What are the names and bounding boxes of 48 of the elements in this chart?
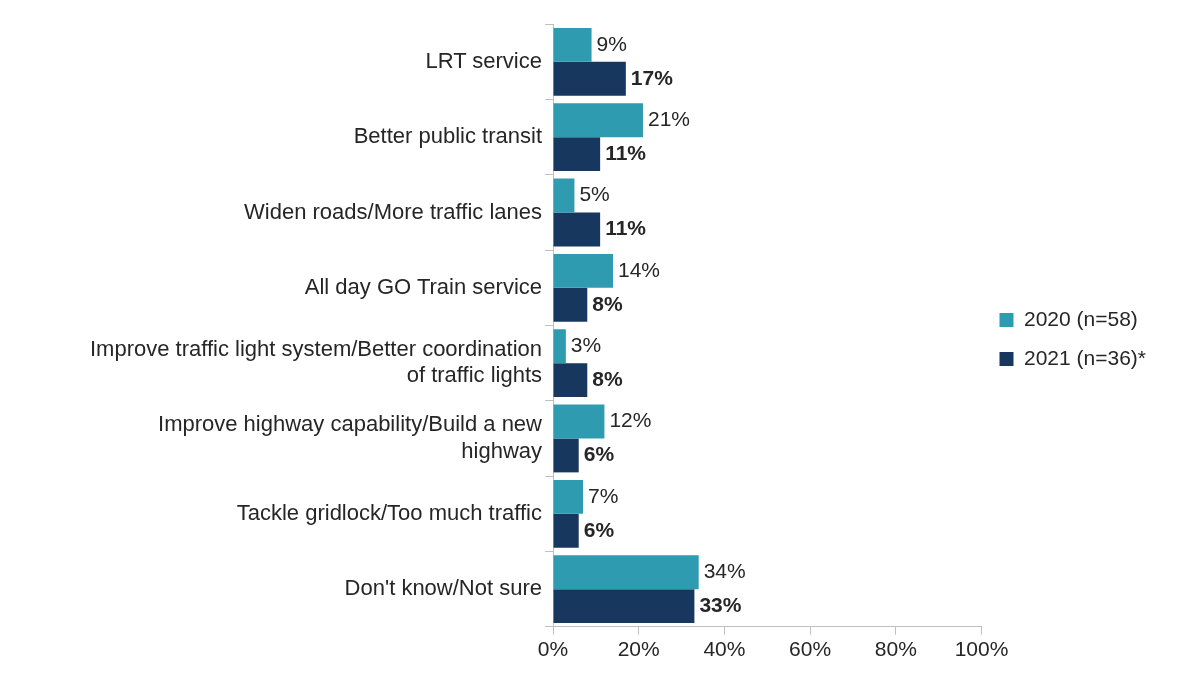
bar bbox=[553, 363, 588, 398]
data-label: 34% bbox=[703, 558, 746, 582]
bar bbox=[553, 212, 601, 247]
bar bbox=[553, 103, 643, 138]
data-label: 6% bbox=[583, 442, 615, 466]
bar bbox=[553, 589, 695, 624]
bar bbox=[553, 287, 588, 322]
bar bbox=[553, 555, 699, 590]
legend-label: 2020 (n=58) bbox=[1023, 306, 1138, 330]
x-tick-label: 60% bbox=[789, 637, 832, 661]
bar bbox=[553, 404, 605, 439]
data-label: 12% bbox=[609, 408, 652, 432]
bar bbox=[553, 27, 592, 62]
y-tick-label: All day GO Train service bbox=[304, 273, 542, 299]
y-tick-label: Better public transit bbox=[353, 123, 542, 149]
legend-label: 2021 (n=36)* bbox=[1023, 345, 1146, 369]
bar bbox=[553, 253, 613, 288]
x-tick-label: 0% bbox=[537, 637, 569, 661]
y-tick-label: Don't know/Not sure bbox=[344, 575, 542, 601]
y-tick-label: Improve traffic light system/Better coordination of traffic lights bbox=[89, 336, 542, 388]
data-label: 5% bbox=[579, 182, 610, 206]
data-label: 6% bbox=[583, 517, 615, 541]
data-label: 11% bbox=[605, 216, 647, 240]
x-tick-label: 40% bbox=[703, 637, 746, 661]
bar bbox=[553, 61, 626, 96]
bar bbox=[553, 137, 601, 172]
y-tick-label: Tackle gridlock/Too much traffic bbox=[236, 499, 542, 525]
x-tick-label: 80% bbox=[874, 637, 917, 661]
data-label: 7% bbox=[587, 483, 619, 507]
data-label: 17% bbox=[630, 65, 674, 89]
bar bbox=[553, 178, 575, 213]
y-tick-label: Improve highway capability/Build a new highway bbox=[158, 411, 543, 463]
bar bbox=[553, 513, 579, 548]
x-tick-label: 20% bbox=[617, 637, 660, 661]
data-label: 8% bbox=[592, 291, 623, 315]
data-label: 8% bbox=[592, 366, 623, 390]
y-tick-label: Widen roads/More traffic lanes bbox=[244, 198, 542, 224]
bar bbox=[553, 329, 566, 364]
y-tick-label: LRT service bbox=[425, 47, 542, 73]
data-label: 14% bbox=[617, 257, 661, 281]
bar bbox=[553, 479, 583, 514]
data-label: 9% bbox=[596, 31, 627, 55]
data-label: 21% bbox=[647, 107, 691, 131]
data-label: 33% bbox=[699, 592, 742, 616]
data-label: 3% bbox=[570, 333, 602, 357]
data-label: 11% bbox=[605, 140, 647, 164]
bar bbox=[553, 438, 579, 473]
x-tick-label: 100% bbox=[954, 637, 1009, 661]
